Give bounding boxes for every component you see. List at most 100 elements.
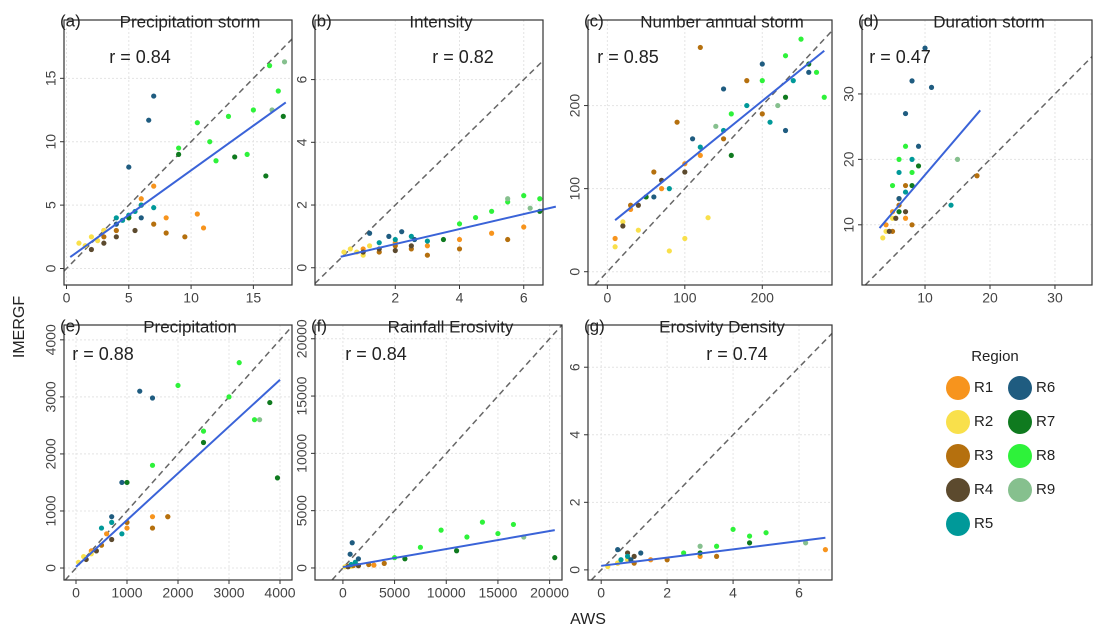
x-tick-label: 20000	[530, 585, 569, 601]
point	[119, 479, 125, 486]
y-tick-label: 10000	[294, 434, 310, 473]
identity-line	[590, 332, 832, 580]
x-tick-label: 15000	[478, 585, 517, 601]
point	[103, 531, 110, 537]
point	[902, 110, 909, 117]
point	[928, 84, 935, 90]
point	[225, 113, 232, 119]
point	[813, 69, 820, 75]
point	[902, 143, 909, 149]
point	[674, 119, 680, 125]
identity-line	[331, 325, 562, 580]
point	[194, 211, 200, 217]
point	[744, 102, 750, 109]
point	[200, 439, 207, 446]
fit-line	[878, 109, 982, 229]
point	[638, 550, 644, 556]
point	[151, 221, 157, 227]
point	[88, 246, 95, 253]
point	[806, 69, 812, 75]
x-tick-label: 2	[391, 290, 399, 306]
point	[782, 127, 789, 134]
point	[464, 534, 470, 540]
x-tick-label: 2	[663, 585, 671, 601]
legend-swatch	[946, 376, 970, 400]
y-tick-label: 0	[43, 564, 59, 572]
point	[620, 219, 626, 225]
point	[349, 540, 355, 546]
x-tick-label: 10	[183, 290, 199, 306]
point	[124, 525, 130, 531]
point	[746, 533, 753, 539]
point	[697, 152, 703, 159]
point	[651, 194, 657, 200]
y-tick-label: 4000	[43, 324, 59, 355]
point	[151, 183, 157, 189]
point	[347, 551, 353, 557]
x-tick-label: 0	[72, 585, 80, 601]
point	[381, 560, 387, 566]
point	[341, 249, 347, 255]
y-tick-label: 0	[567, 566, 583, 574]
r-annotation: r = 0.82	[432, 47, 494, 67]
y-tick-label: 0	[43, 264, 59, 272]
legend-swatch	[946, 410, 970, 434]
r-annotation: r = 0.85	[597, 47, 659, 67]
point	[149, 395, 156, 401]
point	[902, 182, 909, 189]
point	[713, 123, 719, 129]
point	[267, 399, 273, 406]
point	[666, 248, 672, 254]
y-tick-label: 2	[567, 498, 583, 506]
point	[355, 556, 362, 562]
point	[880, 235, 886, 241]
point	[902, 215, 909, 221]
point	[226, 394, 232, 400]
x-tick-label: 3000	[213, 585, 244, 601]
y-tick-label: 6	[567, 363, 583, 371]
point	[681, 550, 687, 556]
point	[510, 521, 517, 528]
point	[618, 557, 624, 563]
point	[163, 215, 169, 221]
point	[705, 215, 711, 221]
point	[909, 156, 915, 162]
point	[790, 78, 796, 84]
point	[909, 182, 915, 189]
plot-frame	[314, 324, 563, 581]
y-tick-label: 20000	[294, 319, 310, 358]
y-tick-label: 0	[294, 564, 310, 572]
point	[440, 236, 447, 243]
point	[376, 240, 382, 246]
point	[744, 78, 750, 84]
y-tick-label: 200	[567, 94, 583, 118]
point	[109, 514, 115, 520]
point	[886, 228, 892, 234]
point	[352, 559, 358, 565]
point	[438, 527, 444, 533]
point	[194, 120, 200, 126]
panel-tag: (g)	[584, 316, 605, 335]
point	[366, 243, 373, 249]
legend-label: R7	[1036, 413, 1055, 430]
legend-label: R9	[1036, 481, 1055, 498]
point	[527, 205, 533, 211]
point	[182, 234, 188, 240]
x-tick-label: 10	[917, 290, 933, 306]
point	[553, 221, 558, 226]
legend-swatch	[946, 478, 970, 502]
point	[902, 189, 909, 195]
y-tick-label: 30	[841, 86, 857, 102]
x-tick-label: 2000	[162, 585, 193, 601]
r-annotation: r = 0.88	[72, 344, 134, 364]
plot-frame	[861, 19, 1093, 286]
point	[151, 93, 157, 99]
fit-line	[75, 379, 281, 568]
point	[896, 196, 902, 202]
point	[251, 417, 258, 423]
y-tick-label: 5	[43, 201, 59, 209]
point	[200, 225, 207, 231]
